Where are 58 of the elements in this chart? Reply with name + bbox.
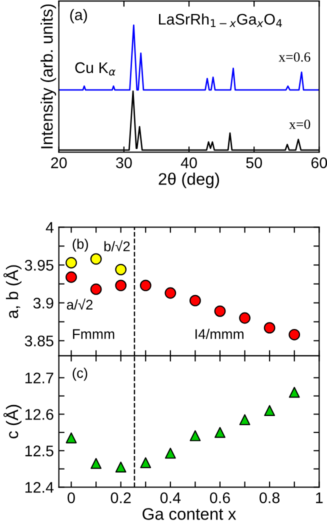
annotation: Cu K$_{α}$ <box>75 62 116 76</box>
x-tick-label: 30 <box>116 157 132 168</box>
x-tick-label: 20 <box>51 157 67 168</box>
point <box>164 448 176 459</box>
y-tick-label: 3.9 <box>33 298 54 309</box>
point <box>66 432 77 444</box>
y-tick-label: 12.7 <box>25 372 54 384</box>
y-tick-label: 12.5 <box>25 446 54 456</box>
x-tick-label: 1 <box>316 492 323 504</box>
series-label: a/√2 <box>66 298 93 310</box>
x-axis-title: 2θ (deg) <box>158 172 220 188</box>
point <box>115 264 127 276</box>
point <box>239 312 250 324</box>
x-tick-label: 0.4 <box>160 492 181 504</box>
x-axis-title: Ga content x <box>142 508 236 520</box>
series-label: x=0 <box>289 120 310 130</box>
point <box>190 430 201 442</box>
point <box>214 426 226 438</box>
y-tick-label: 4 <box>46 222 54 233</box>
text: (a) <box>70 9 87 24</box>
point <box>90 458 102 469</box>
y-axis-title: Intensity (arb. units) <box>40 4 56 148</box>
legend-label: b/√2 <box>104 240 130 252</box>
y-tick-label: 3.95 <box>24 260 54 271</box>
y-tick-label: 3.85 <box>24 336 54 346</box>
point <box>90 253 102 265</box>
point <box>264 322 276 334</box>
annotation: (c) <box>72 368 88 381</box>
point <box>214 305 226 317</box>
x-tick-label: 40 <box>180 157 197 168</box>
x-tick-label: 0 <box>68 492 75 504</box>
point <box>66 257 77 268</box>
y-tick-label: 12.4 <box>25 482 54 493</box>
point <box>288 386 300 398</box>
point <box>66 271 77 283</box>
annotation: I4/mmm <box>195 328 244 339</box>
annotation: LaSrRh$_{1−x}$Ga$_{x}$O$_{4}$ <box>159 13 282 28</box>
point <box>115 280 127 292</box>
point <box>164 287 176 299</box>
annotation: Fmmm <box>73 329 114 339</box>
point <box>140 457 152 468</box>
x-tick-label: 0.6 <box>210 492 230 504</box>
point <box>190 294 201 306</box>
x-tick-label: 0.8 <box>260 492 280 504</box>
point <box>140 280 152 292</box>
point <box>90 284 102 295</box>
x-tick-label: 50 <box>246 157 262 168</box>
point <box>264 405 276 416</box>
annotation: (b) <box>72 238 88 252</box>
series-label: x=0.6 <box>278 52 310 62</box>
point <box>288 328 300 340</box>
y-axis-title: a, b (Å) <box>3 265 22 318</box>
y-axis-title: c (Å) <box>3 404 22 438</box>
x-tick-label: 60 <box>311 157 327 168</box>
y-tick-label: 12.6 <box>25 409 54 420</box>
point <box>239 414 250 426</box>
point <box>115 462 126 473</box>
x-tick-label: 0.2 <box>110 492 131 504</box>
